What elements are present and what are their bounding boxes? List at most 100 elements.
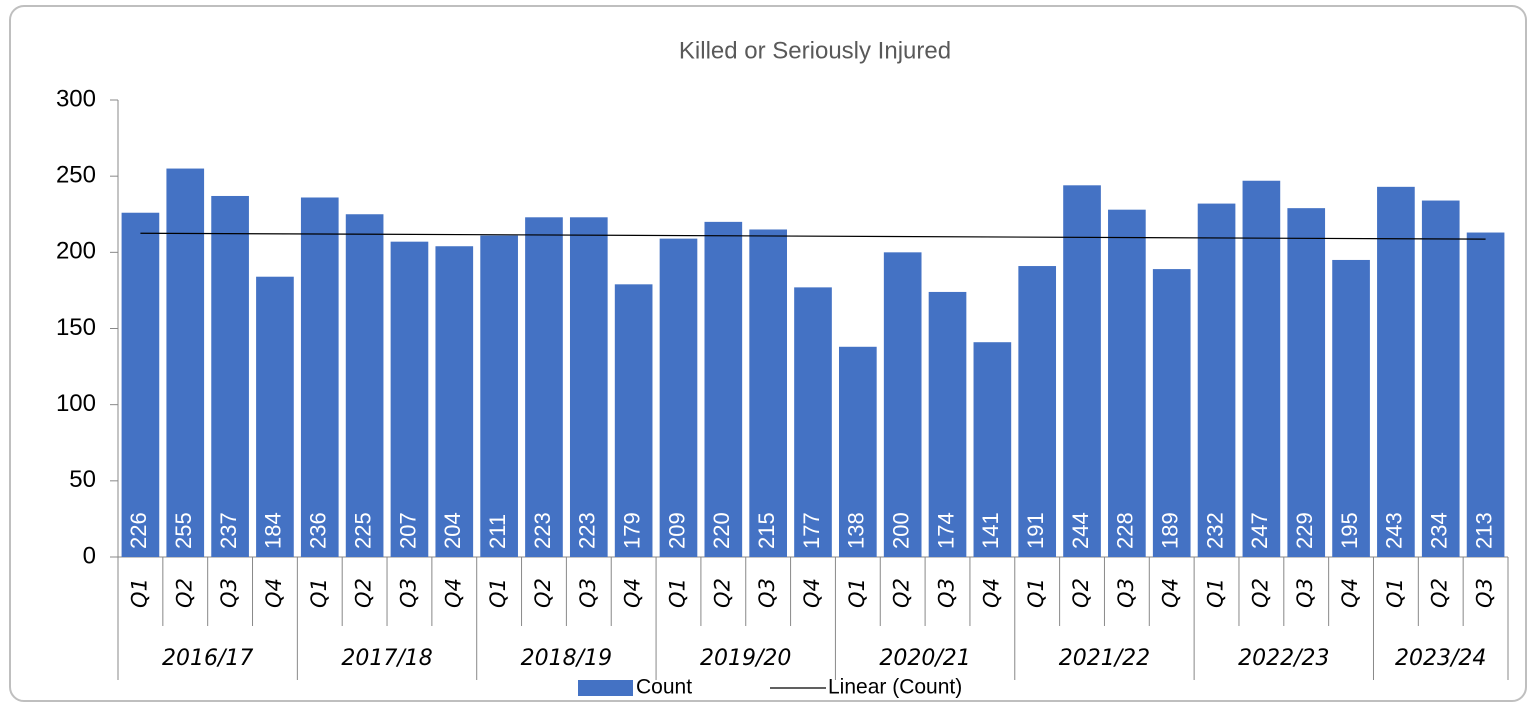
value-label: 232 (1202, 512, 1227, 549)
x-group-label: 2017/18 (341, 646, 432, 671)
bar (794, 287, 832, 557)
y-tick-label: 200 (56, 238, 96, 265)
x-tick-label: Q1 (127, 578, 151, 608)
x-group-label: 2018/19 (521, 646, 612, 671)
bar (1332, 259, 1370, 557)
x-group-label: 2021/22 (1059, 646, 1150, 671)
x-tick-label: Q1 (845, 578, 869, 608)
x-group-label: 2022/23 (1238, 646, 1329, 671)
bar (1063, 185, 1101, 557)
x-tick-label: Q3 (935, 578, 959, 608)
bar (704, 221, 743, 557)
bar (435, 246, 474, 558)
x-tick-label: Q4 (621, 578, 645, 608)
bar (166, 168, 205, 558)
value-label: 179 (619, 512, 644, 549)
bar (1108, 209, 1146, 557)
value-label: 229 (1292, 512, 1317, 549)
bar (345, 214, 384, 557)
x-tick-label: Q3 (1293, 578, 1317, 608)
value-label: 207 (395, 512, 420, 549)
value-label: 211 (485, 514, 510, 549)
value-label: 189 (1158, 512, 1183, 549)
bar (839, 346, 877, 557)
value-label: 226 (126, 512, 151, 549)
bar (1421, 200, 1460, 558)
value-label: 220 (709, 512, 734, 549)
bar (749, 229, 787, 557)
bar (256, 276, 294, 557)
bar (928, 291, 967, 557)
x-tick-label: Q2 (531, 578, 555, 608)
legend-label: Linear (Count) (828, 676, 962, 699)
bar (1018, 266, 1057, 557)
value-label: 177 (799, 512, 824, 549)
bar (659, 238, 698, 557)
x-tick-label: Q1 (1024, 578, 1048, 608)
x-group-label: 2023/24 (1395, 646, 1486, 671)
x-tick-label: Q3 (1473, 578, 1497, 608)
x-tick-label: Q3 (576, 578, 600, 608)
x-tick-label: Q1 (1204, 578, 1228, 608)
bar (525, 217, 563, 557)
x-tick-label: Q4 (1159, 578, 1183, 608)
legend-swatch (578, 680, 633, 696)
bar (1287, 208, 1326, 557)
bar (1152, 269, 1191, 557)
x-tick-label: Q1 (1383, 578, 1407, 608)
x-tick-label: Q2 (1428, 578, 1452, 608)
value-label: 209 (664, 512, 689, 549)
bar (569, 217, 608, 557)
value-label: 237 (216, 512, 241, 549)
value-label: 174 (933, 512, 958, 549)
x-group-label: 2019/20 (700, 646, 791, 671)
x-tick-label: Q1 (486, 578, 510, 608)
bar (1197, 203, 1236, 557)
value-label: 223 (575, 512, 600, 549)
bar (883, 252, 922, 558)
x-tick-label: Q3 (217, 578, 241, 608)
value-label: 138 (844, 512, 869, 549)
x-tick-label: Q4 (800, 578, 824, 608)
value-label: 200 (888, 512, 913, 549)
x-tick-label: Q2 (1248, 578, 1272, 608)
value-label: 141 (978, 512, 1003, 549)
value-label: 195 (1337, 512, 1362, 549)
x-tick-label: Q2 (1069, 578, 1093, 608)
x-tick-label: Q3 (755, 578, 779, 608)
x-tick-label: Q4 (979, 578, 1003, 608)
bar (1377, 186, 1415, 557)
y-tick-label: 100 (56, 390, 96, 417)
value-label: 191 (1023, 512, 1048, 549)
x-tick-label: Q4 (262, 578, 286, 608)
value-label: 236 (306, 512, 331, 549)
bar (973, 342, 1012, 557)
y-tick-label: 300 (56, 85, 96, 112)
y-tick-label: 250 (56, 162, 96, 189)
x-tick-label: Q1 (665, 578, 689, 608)
bar (390, 241, 429, 558)
x-tick-label: Q2 (890, 578, 914, 608)
value-label: 215 (754, 512, 779, 549)
x-tick-label: Q4 (441, 578, 465, 608)
value-label: 204 (440, 512, 465, 549)
value-label: 234 (1427, 512, 1452, 549)
value-label: 244 (1068, 512, 1093, 549)
value-label: 243 (1382, 512, 1407, 549)
bar (121, 212, 160, 557)
value-label: 247 (1247, 512, 1272, 549)
trendline (140, 232, 1486, 240)
chart-title: Killed or Seriously Injured (679, 37, 951, 64)
x-tick-label: Q3 (1114, 578, 1138, 608)
bar (1466, 232, 1505, 557)
y-tick-label: 50 (69, 466, 96, 493)
y-tick-label: 0 (83, 542, 96, 569)
x-tick-label: Q2 (352, 578, 376, 608)
value-label: 213 (1471, 512, 1496, 549)
value-label: 228 (1113, 512, 1138, 549)
x-tick-label: Q3 (396, 578, 420, 608)
x-group-label: 2016/17 (162, 646, 253, 671)
x-tick-label: Q2 (172, 578, 196, 608)
bar (211, 195, 249, 557)
